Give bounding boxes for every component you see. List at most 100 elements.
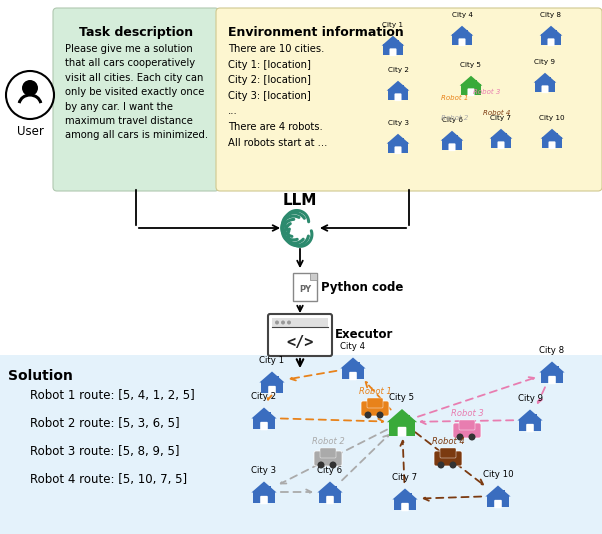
Polygon shape — [310, 273, 317, 280]
Bar — [261, 381, 283, 393]
FancyBboxPatch shape — [394, 146, 402, 154]
Bar — [541, 34, 561, 45]
Bar — [542, 137, 562, 148]
Polygon shape — [259, 372, 285, 382]
Text: City 3: City 3 — [252, 466, 276, 475]
FancyBboxPatch shape — [320, 448, 336, 458]
Text: City 1: City 1 — [382, 22, 403, 28]
Polygon shape — [485, 485, 510, 497]
Bar — [504, 133, 507, 138]
FancyBboxPatch shape — [293, 273, 317, 301]
Bar — [534, 414, 536, 420]
FancyBboxPatch shape — [468, 88, 474, 96]
Bar — [541, 371, 563, 383]
Text: City 6: City 6 — [441, 117, 462, 123]
Text: PY: PY — [299, 286, 311, 294]
Text: Robot 4: Robot 4 — [483, 110, 510, 116]
Bar — [407, 415, 410, 422]
Text: City 6: City 6 — [317, 466, 343, 475]
Bar — [452, 34, 472, 45]
Text: City 2: City 2 — [388, 67, 409, 73]
Bar — [491, 137, 511, 148]
Text: City 10: City 10 — [539, 115, 565, 121]
Text: Python code: Python code — [321, 280, 403, 294]
Bar — [268, 412, 270, 418]
FancyBboxPatch shape — [434, 451, 462, 466]
Text: City 2: City 2 — [252, 392, 276, 401]
Text: Solution: Solution — [8, 369, 73, 383]
Text: City 8: City 8 — [541, 12, 562, 18]
Circle shape — [287, 320, 291, 325]
Text: Environment information: Environment information — [228, 26, 404, 39]
Circle shape — [329, 461, 337, 468]
Text: Please give me a solution
that all cars cooperatively
visit all cities. Each cit: Please give me a solution that all cars … — [65, 44, 208, 140]
Polygon shape — [252, 407, 276, 419]
Text: Robot 2: Robot 2 — [312, 436, 344, 445]
Text: Robot 1 route: [5, 4, 1, 2, 5]: Robot 1 route: [5, 4, 1, 2, 5] — [30, 389, 195, 402]
Polygon shape — [317, 482, 343, 492]
Bar — [556, 133, 558, 138]
Polygon shape — [533, 73, 556, 83]
FancyBboxPatch shape — [268, 386, 276, 394]
Circle shape — [22, 80, 38, 96]
Bar — [342, 366, 364, 379]
Polygon shape — [252, 482, 276, 492]
Bar — [383, 44, 403, 55]
Circle shape — [450, 461, 456, 468]
Bar — [334, 486, 337, 492]
Text: City 8: City 8 — [539, 346, 565, 355]
FancyBboxPatch shape — [548, 142, 556, 149]
Polygon shape — [539, 26, 562, 36]
Circle shape — [438, 461, 444, 468]
FancyBboxPatch shape — [394, 93, 402, 101]
Text: City 1: City 1 — [259, 356, 285, 365]
Circle shape — [364, 412, 371, 419]
Text: Executor: Executor — [335, 328, 393, 342]
FancyBboxPatch shape — [349, 372, 357, 380]
Text: City 4: City 4 — [452, 12, 473, 18]
FancyBboxPatch shape — [401, 503, 409, 511]
Polygon shape — [393, 489, 418, 499]
Bar — [397, 40, 399, 45]
Bar — [253, 417, 275, 429]
Bar — [554, 30, 557, 35]
FancyBboxPatch shape — [497, 142, 504, 149]
Polygon shape — [386, 81, 409, 91]
FancyBboxPatch shape — [53, 8, 219, 191]
Text: Robot 1: Robot 1 — [441, 95, 469, 101]
Bar — [442, 139, 462, 150]
FancyBboxPatch shape — [260, 496, 268, 504]
FancyBboxPatch shape — [326, 496, 334, 504]
Text: City 10: City 10 — [483, 470, 514, 479]
Polygon shape — [460, 76, 482, 85]
Polygon shape — [541, 129, 563, 139]
Bar — [388, 89, 408, 100]
FancyBboxPatch shape — [541, 85, 548, 93]
FancyBboxPatch shape — [547, 38, 554, 46]
Polygon shape — [382, 36, 405, 45]
Text: Task description: Task description — [79, 26, 193, 39]
Text: City 7: City 7 — [491, 115, 512, 121]
Bar — [456, 135, 458, 140]
Bar — [389, 420, 415, 436]
Polygon shape — [386, 134, 409, 144]
Bar — [535, 81, 555, 92]
Text: </>: </> — [287, 334, 314, 349]
FancyBboxPatch shape — [526, 424, 534, 432]
Bar — [461, 84, 481, 95]
Text: City 4: City 4 — [341, 342, 365, 351]
Circle shape — [468, 434, 476, 441]
Bar — [357, 363, 359, 368]
Bar — [502, 490, 504, 496]
FancyBboxPatch shape — [216, 8, 602, 191]
FancyBboxPatch shape — [314, 451, 342, 466]
Bar — [465, 30, 468, 35]
Circle shape — [456, 434, 464, 441]
FancyBboxPatch shape — [494, 500, 502, 508]
Polygon shape — [539, 362, 565, 373]
Bar — [519, 419, 541, 431]
Text: LLM: LLM — [283, 193, 317, 208]
Bar — [272, 318, 328, 327]
FancyBboxPatch shape — [448, 143, 456, 151]
FancyBboxPatch shape — [367, 398, 383, 408]
